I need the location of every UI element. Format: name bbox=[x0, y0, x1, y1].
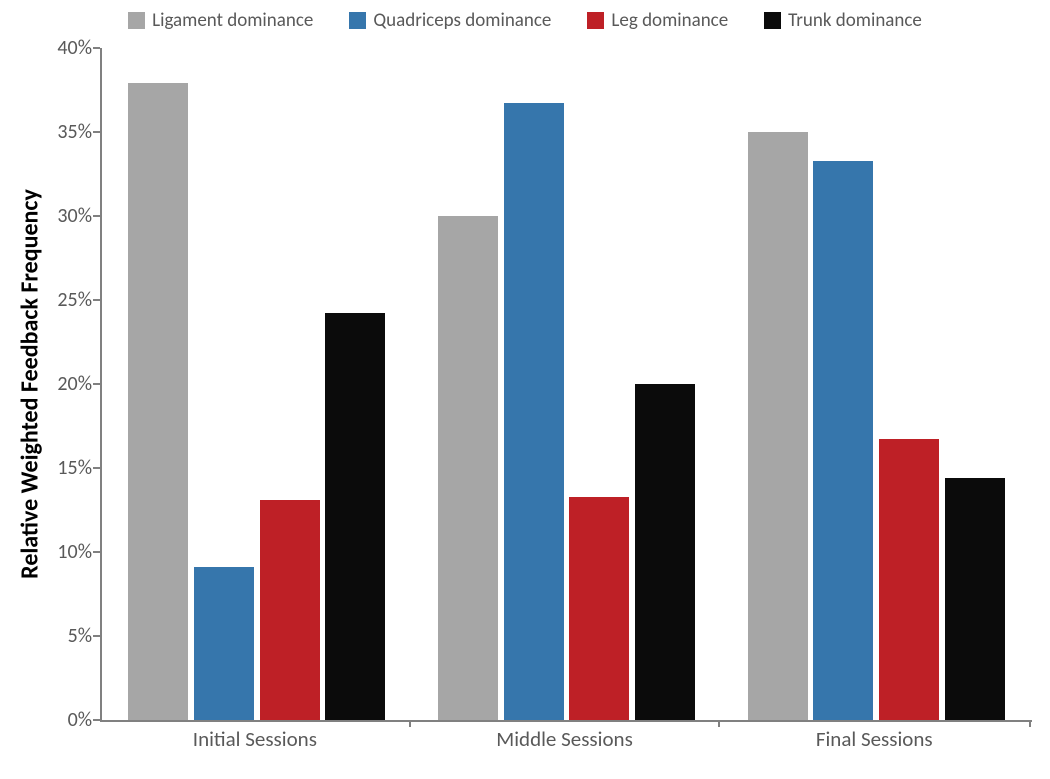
y-tick-label: 10% bbox=[57, 540, 92, 564]
y-tick-mark bbox=[93, 215, 100, 217]
bar bbox=[438, 216, 498, 720]
bar bbox=[569, 497, 629, 720]
legend-swatch bbox=[349, 12, 366, 29]
bar bbox=[325, 313, 385, 720]
bar bbox=[194, 567, 254, 720]
legend-item-ligament: Ligament dominance bbox=[128, 9, 313, 32]
y-tick-mark bbox=[93, 383, 100, 385]
y-tick-mark bbox=[93, 131, 100, 133]
legend-item-quadriceps: Quadriceps dominance bbox=[349, 9, 551, 32]
legend-label: Trunk dominance bbox=[788, 9, 922, 32]
y-tick-label: 0% bbox=[68, 708, 92, 732]
chart-container: Ligament dominance Quadriceps dominance … bbox=[0, 0, 1050, 779]
bar bbox=[504, 103, 564, 720]
x-tick-mark bbox=[1029, 720, 1031, 727]
legend-item-leg: Leg dominance bbox=[587, 9, 728, 32]
y-tick-label: 35% bbox=[57, 120, 92, 144]
x-tick-label: Final Sessions bbox=[816, 726, 933, 752]
y-tick-mark bbox=[93, 635, 100, 637]
y-tick-label: 15% bbox=[57, 456, 92, 480]
y-tick-label: 20% bbox=[57, 372, 92, 396]
legend-label: Quadriceps dominance bbox=[373, 9, 551, 32]
legend-swatch bbox=[128, 12, 145, 29]
y-tick-mark bbox=[93, 47, 100, 49]
x-tick-label: Initial Sessions bbox=[193, 726, 317, 752]
bar bbox=[813, 161, 873, 720]
y-tick-mark bbox=[93, 551, 100, 553]
y-tick-mark bbox=[93, 299, 100, 301]
y-tick-label: 40% bbox=[57, 36, 92, 60]
legend-label: Ligament dominance bbox=[152, 9, 313, 32]
legend: Ligament dominance Quadriceps dominance … bbox=[0, 0, 1050, 40]
legend-item-trunk: Trunk dominance bbox=[764, 9, 922, 32]
bar bbox=[635, 384, 695, 720]
y-tick-label: 30% bbox=[57, 204, 92, 228]
x-tick-label: Middle Sessions bbox=[496, 726, 633, 752]
y-tick-mark bbox=[93, 719, 100, 721]
y-tick-mark bbox=[93, 467, 100, 469]
legend-label: Leg dominance bbox=[611, 9, 728, 32]
y-tick-label: 25% bbox=[57, 288, 92, 312]
bar bbox=[260, 500, 320, 720]
legend-swatch bbox=[764, 12, 781, 29]
legend-swatch bbox=[587, 12, 604, 29]
y-axis-label: Relative Weighted Feedback Frequency bbox=[16, 189, 45, 579]
x-tick-mark bbox=[409, 720, 411, 727]
y-tick-label: 5% bbox=[68, 624, 92, 648]
plot-area bbox=[100, 48, 1032, 722]
bar bbox=[748, 132, 808, 720]
bar bbox=[879, 439, 939, 720]
bar bbox=[945, 478, 1005, 720]
x-tick-mark bbox=[718, 720, 720, 727]
bar bbox=[128, 83, 188, 720]
